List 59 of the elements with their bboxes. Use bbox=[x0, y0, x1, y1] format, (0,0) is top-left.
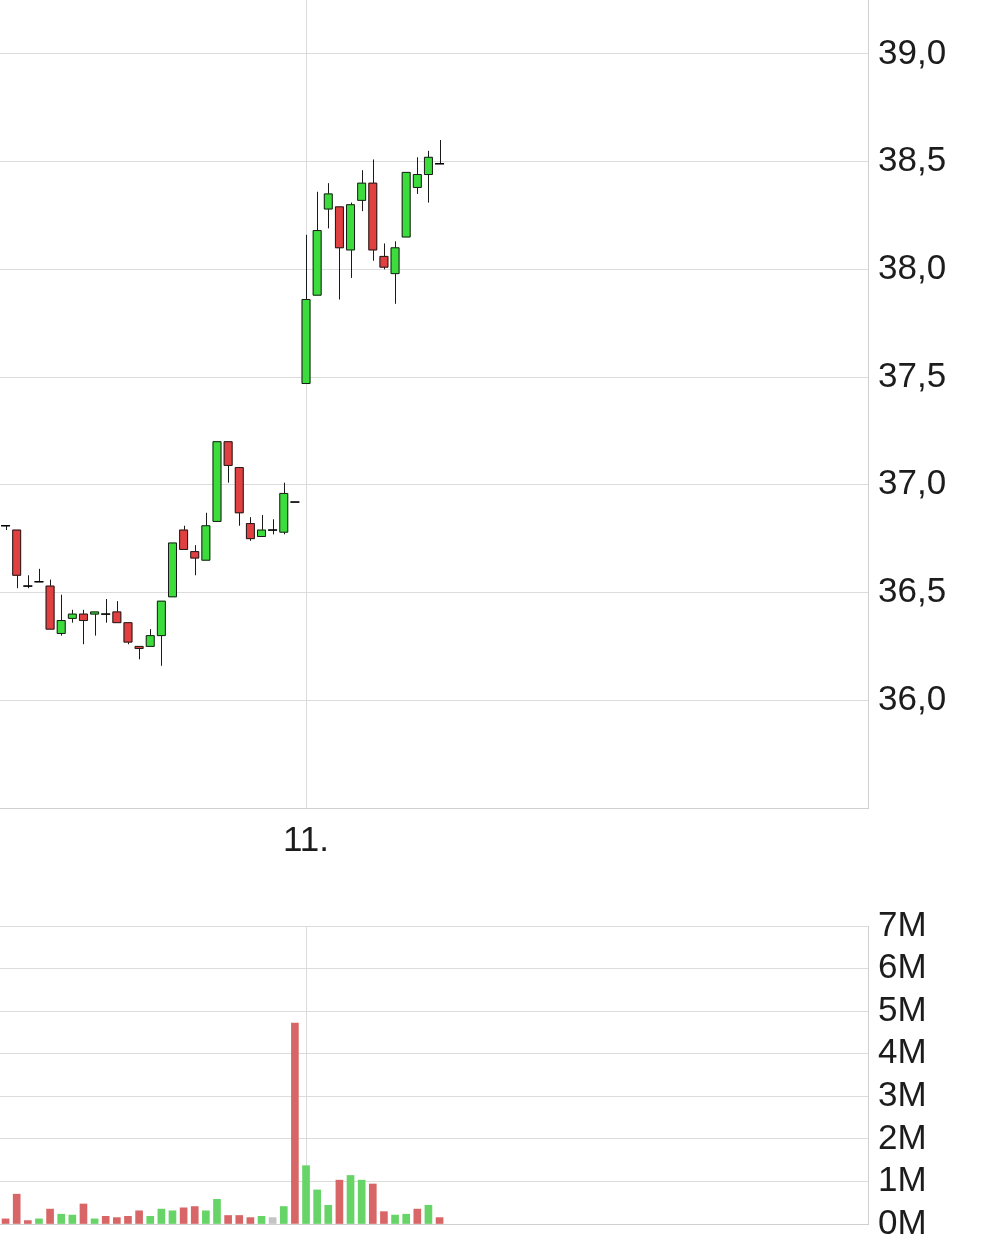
bar bbox=[157, 1208, 166, 1224]
bar bbox=[335, 1179, 344, 1224]
x-tick-label: 11. bbox=[282, 818, 330, 858]
y-tick-label: 3M bbox=[878, 1073, 927, 1113]
bar bbox=[213, 1198, 221, 1224]
y-tick-label: 38,5 bbox=[878, 139, 947, 179]
bar bbox=[68, 1214, 77, 1224]
bar bbox=[202, 1210, 210, 1224]
candlestick bbox=[112, 600, 122, 624]
y-tick-label: 6M bbox=[878, 946, 927, 986]
y-tick-label: 37,0 bbox=[878, 462, 947, 502]
y-tick-label: 5M bbox=[878, 988, 927, 1028]
bar bbox=[57, 1213, 66, 1224]
bar bbox=[35, 1218, 43, 1224]
bar bbox=[346, 1175, 355, 1224]
bar bbox=[302, 1165, 310, 1224]
bar bbox=[12, 1193, 21, 1224]
y-tick-label: 39,0 bbox=[878, 31, 947, 71]
bar bbox=[101, 1216, 110, 1224]
bar bbox=[46, 1208, 54, 1224]
bar bbox=[424, 1204, 433, 1224]
bar bbox=[324, 1204, 333, 1224]
candlestick bbox=[190, 544, 200, 576]
bar bbox=[313, 1189, 321, 1224]
bar bbox=[135, 1210, 143, 1224]
bar bbox=[291, 1022, 299, 1224]
candlestick bbox=[323, 182, 333, 229]
bar bbox=[79, 1203, 88, 1224]
bar bbox=[413, 1208, 422, 1224]
y-tick-label: 37,5 bbox=[878, 354, 947, 394]
bar bbox=[235, 1215, 244, 1224]
y-tick-label: 7M bbox=[878, 903, 927, 943]
bar bbox=[190, 1206, 199, 1224]
y-tick-label: 0M bbox=[878, 1201, 927, 1241]
y-tick-label: 1M bbox=[878, 1159, 927, 1199]
candlestick bbox=[56, 594, 66, 637]
bar bbox=[23, 1220, 32, 1224]
candlestick bbox=[123, 622, 133, 645]
y-tick-label: 2M bbox=[878, 1116, 927, 1156]
bar bbox=[368, 1183, 377, 1224]
bar bbox=[124, 1216, 132, 1224]
bar bbox=[113, 1217, 121, 1224]
bar bbox=[168, 1210, 177, 1224]
bar bbox=[224, 1215, 232, 1224]
y-tick-label: 38,0 bbox=[878, 246, 947, 286]
bar bbox=[146, 1216, 155, 1224]
candlestick bbox=[257, 514, 267, 538]
y-tick-label: 36,0 bbox=[878, 677, 947, 717]
bar bbox=[402, 1213, 411, 1224]
y-tick-label: 4M bbox=[878, 1031, 927, 1071]
y-tick-label: 36,5 bbox=[878, 570, 947, 610]
bar bbox=[435, 1217, 444, 1224]
bar bbox=[179, 1207, 188, 1224]
bar bbox=[380, 1211, 388, 1224]
bar bbox=[357, 1179, 366, 1224]
bar bbox=[279, 1206, 288, 1224]
bar bbox=[246, 1217, 255, 1224]
bar bbox=[257, 1216, 266, 1224]
bar bbox=[391, 1214, 399, 1224]
